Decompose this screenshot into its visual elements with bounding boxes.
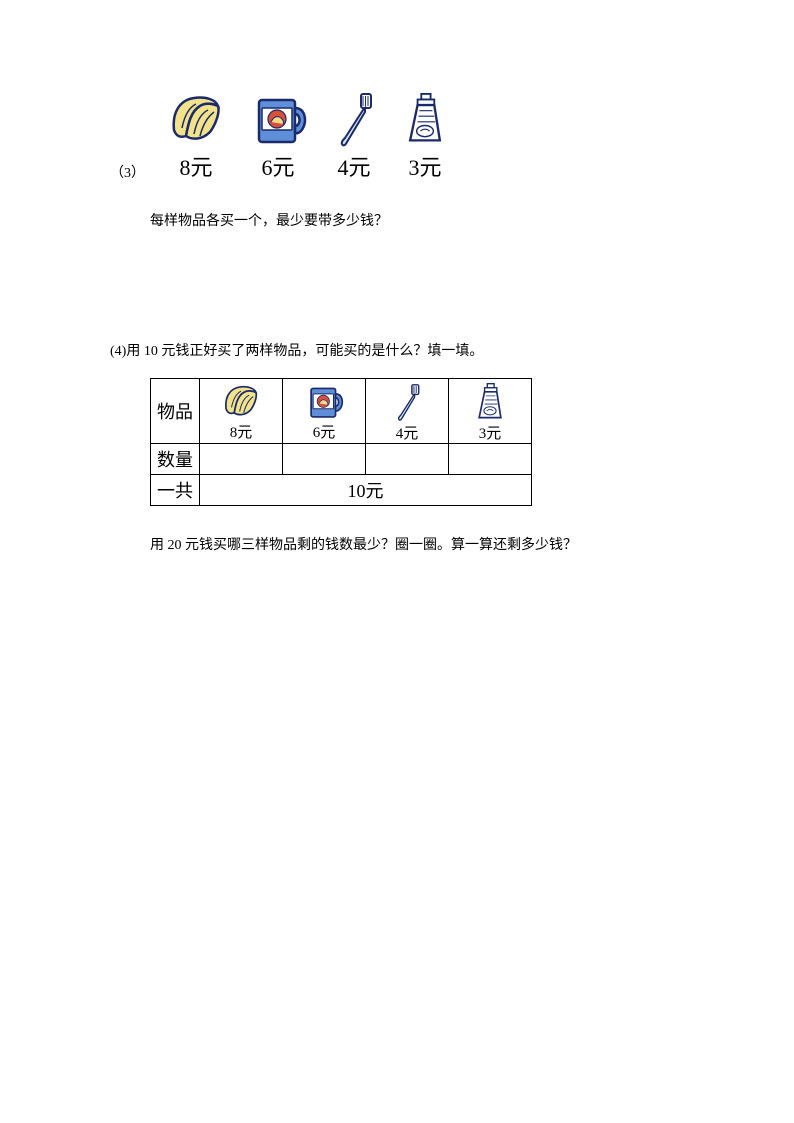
price-toothbrush: 4元 [337, 150, 370, 182]
item-mug: 6元 [247, 92, 309, 182]
q3-question-text: 每样物品各买一个，最少要带多少钱？ [150, 210, 684, 230]
item-towel: 8元 [165, 92, 227, 182]
toothpaste-icon [399, 90, 451, 148]
price-towel: 8元 [179, 150, 212, 182]
q4-followup-text: 用 20 元钱买哪三样物品剩的钱数最少？圈一圈。算一算还剩多少钱？ [150, 534, 684, 554]
toothbrush-icon [389, 382, 425, 422]
cell-price-towel: 8元 [230, 421, 253, 442]
total-value-cell: 10元 [200, 475, 532, 506]
qty-cell-mug[interactable] [283, 444, 366, 475]
table-cell-towel: 8元 [200, 379, 283, 444]
mug-icon [247, 92, 309, 148]
cell-price-toothpaste: 3元 [479, 422, 502, 443]
table-row-items: 物品 8元 6元 4元 [151, 379, 532, 444]
worksheet-page: （3） 8元 6元 4元 3元 每样物品各买一个，最少要带多少钱？ (4)用 1… [0, 0, 794, 554]
qty-cell-toothpaste[interactable] [449, 444, 532, 475]
item-toothpaste: 3元 [399, 90, 451, 182]
table-cell-toothbrush: 4元 [366, 379, 449, 444]
price-toothpaste: 3元 [408, 150, 441, 182]
table-row-qty: 数量 [151, 444, 532, 475]
q3-block: （3） 8元 6元 4元 3元 [110, 90, 684, 182]
cell-price-toothbrush: 4元 [396, 422, 419, 443]
q4-intro-text: (4)用 10 元钱正好买了两样物品，可能买的是什么？填一填。 [110, 340, 684, 360]
table-row-total: 一共 10元 [151, 475, 532, 506]
row-label-qty: 数量 [151, 444, 200, 475]
qty-cell-towel[interactable] [200, 444, 283, 475]
toothbrush-icon [329, 90, 379, 148]
cell-price-mug: 6元 [313, 421, 336, 442]
item-toothbrush: 4元 [329, 90, 379, 182]
toothpaste-icon [471, 382, 509, 422]
price-mug: 6元 [261, 150, 294, 182]
q3-label: （3） [110, 162, 145, 182]
towel-icon [219, 383, 263, 421]
row-label-items: 物品 [151, 379, 200, 444]
mug-icon [302, 383, 346, 421]
table-cell-toothpaste: 3元 [449, 379, 532, 444]
row-label-total: 一共 [151, 475, 200, 506]
towel-icon [165, 92, 227, 148]
qty-cell-toothbrush[interactable] [366, 444, 449, 475]
table-cell-mug: 6元 [283, 379, 366, 444]
q4-table: 物品 8元 6元 4元 [150, 378, 532, 506]
items-display-row: 8元 6元 4元 3元 [165, 90, 451, 182]
